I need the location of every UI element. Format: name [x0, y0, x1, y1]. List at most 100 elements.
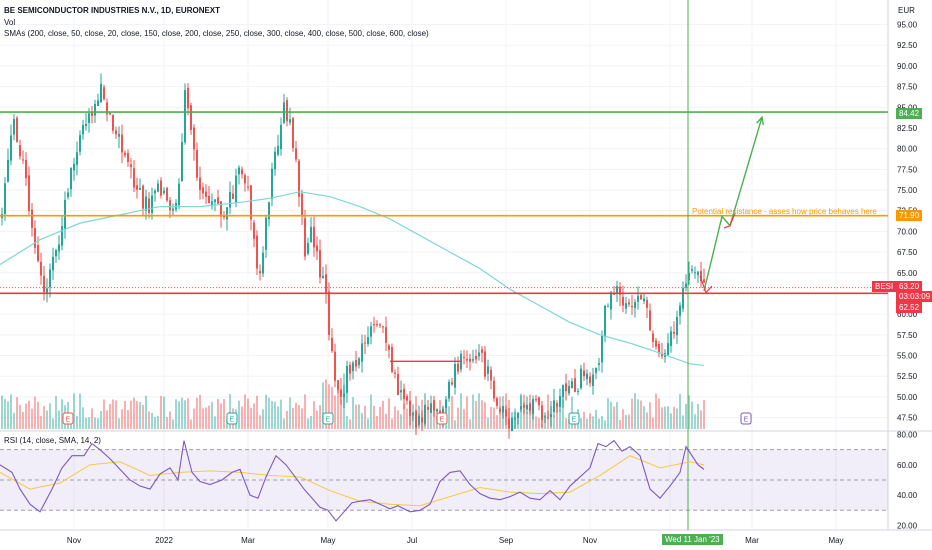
candle-body	[70, 167, 72, 190]
volume-bar	[487, 417, 489, 429]
candle-body	[421, 417, 423, 423]
candle-body	[385, 327, 387, 343]
volume-bar	[481, 400, 483, 429]
volume-bar	[40, 416, 42, 429]
candle-body	[307, 243, 309, 254]
volume-bar	[37, 401, 39, 429]
volume-bar	[337, 382, 339, 429]
candle-body	[688, 272, 690, 281]
volume-bar	[328, 384, 330, 429]
candle-body	[391, 347, 393, 372]
candle-body	[685, 283, 687, 288]
volume-bar	[592, 416, 594, 429]
candle-body	[85, 124, 87, 127]
volume-bar	[178, 401, 180, 429]
volume-bar	[469, 419, 471, 429]
candle-body	[139, 188, 141, 190]
volume-bar	[601, 415, 603, 429]
candle-body	[562, 385, 564, 398]
candle-body	[679, 305, 681, 316]
rsi-tick-label: 60.00	[897, 461, 918, 470]
volume-bar	[553, 415, 555, 429]
price-tick-label: 70.00	[897, 227, 918, 236]
candle-body	[511, 417, 513, 431]
candle-body	[595, 367, 597, 373]
candle-body	[124, 152, 126, 156]
candle-body	[49, 269, 51, 288]
volume-bar	[379, 406, 381, 429]
candle-body	[571, 381, 573, 389]
volume-bar	[157, 415, 159, 429]
candle-body	[226, 207, 228, 220]
candle-body	[415, 411, 417, 428]
candle-body	[403, 388, 405, 400]
candle-body	[217, 197, 219, 204]
candle-body	[274, 151, 276, 170]
candle-body	[448, 381, 450, 399]
volume-bar	[694, 414, 696, 429]
candle-body	[349, 364, 351, 374]
candle-body	[67, 192, 69, 198]
earnings-letter: E	[572, 417, 577, 424]
candle-body	[328, 291, 330, 335]
candle-body	[187, 87, 189, 109]
volume-bar	[634, 393, 636, 429]
candle-body	[355, 360, 357, 367]
candle-body	[58, 244, 60, 252]
candle-body	[526, 404, 528, 410]
volume-bar	[400, 414, 402, 429]
volume-bar	[112, 399, 114, 429]
candle-body	[535, 399, 537, 401]
volume-bar	[385, 413, 387, 429]
candle-body	[13, 118, 15, 135]
volume-bar	[151, 412, 153, 429]
volume-bar	[25, 403, 27, 429]
volume-bar	[454, 420, 456, 429]
volume-bar	[55, 396, 57, 429]
volume-bar	[118, 418, 120, 429]
volume-bar	[463, 409, 465, 429]
volume-bar	[535, 416, 537, 429]
candle-body	[634, 302, 636, 308]
candle-body	[643, 298, 645, 302]
candle-body	[178, 183, 180, 206]
candle-body	[277, 146, 279, 155]
volume-bar	[490, 406, 492, 429]
candle-body	[76, 152, 78, 165]
earnings-badge	[226, 412, 238, 425]
candle-body	[337, 380, 339, 390]
candle-body	[340, 389, 342, 398]
volume-bar	[394, 406, 396, 429]
candle-body	[298, 160, 300, 197]
volume-bar	[109, 403, 111, 429]
currency-label: EUR	[898, 6, 915, 15]
volume-bar	[223, 399, 225, 429]
candle-body	[484, 351, 486, 377]
volume-bar	[181, 397, 183, 429]
volume-bar	[562, 399, 564, 429]
candle-body	[556, 403, 558, 407]
volume-bar	[127, 409, 129, 429]
volume-bar	[220, 403, 222, 429]
volume-bar	[589, 413, 591, 429]
volume-bar	[106, 410, 108, 429]
candle-body	[457, 363, 459, 372]
volume-bar	[607, 398, 609, 429]
volume-bar	[253, 403, 255, 429]
volume-bar	[637, 399, 639, 429]
time-tick-label: Jul	[407, 536, 417, 545]
volume-bar	[7, 401, 9, 429]
candle-body	[481, 349, 483, 353]
candle-body	[253, 222, 255, 239]
volume-bar	[43, 405, 45, 429]
earnings-letter: E	[230, 417, 235, 424]
candle-body	[619, 286, 621, 295]
candle-body	[196, 149, 198, 178]
candle-body	[313, 226, 315, 248]
volume-bar	[376, 416, 378, 429]
price-tick-label: 95.00	[897, 21, 918, 30]
candle-body	[574, 378, 576, 392]
volume-bar	[286, 410, 288, 429]
rsi-tick-label: 80.00	[897, 431, 918, 440]
candle-body	[358, 358, 360, 366]
